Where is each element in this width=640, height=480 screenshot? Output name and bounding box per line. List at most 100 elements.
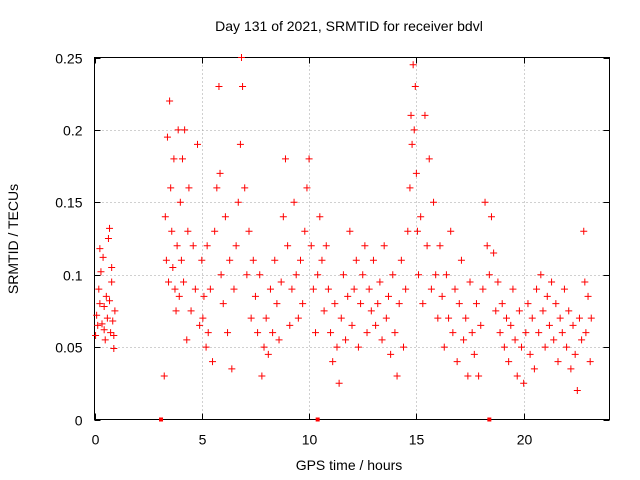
data-point <box>472 300 480 308</box>
data-point <box>279 213 287 221</box>
x-tick-label: 0 <box>92 432 100 448</box>
data-point <box>387 350 395 358</box>
data-point <box>434 314 442 322</box>
data-point <box>479 285 487 293</box>
data-point <box>423 242 431 250</box>
data-point <box>350 285 358 293</box>
data-point <box>492 307 500 315</box>
data-point <box>586 358 594 366</box>
data-point <box>314 271 322 279</box>
data-point <box>451 285 459 293</box>
data-point <box>571 350 579 358</box>
data-point <box>217 271 225 279</box>
data-point <box>496 329 504 337</box>
data-point <box>498 300 506 308</box>
data-point <box>100 303 108 311</box>
x-tick-label: 20 <box>517 432 533 448</box>
data-point <box>511 336 519 344</box>
data-point <box>103 314 111 322</box>
data-point <box>560 285 568 293</box>
data-point <box>329 358 337 366</box>
data-point <box>170 155 178 163</box>
data-point <box>391 329 399 337</box>
data-point <box>339 271 347 279</box>
data-point <box>470 350 478 358</box>
data-point <box>584 292 592 300</box>
data-point <box>297 256 304 264</box>
data-point <box>324 285 332 293</box>
data-point <box>264 350 272 358</box>
data-point <box>320 307 328 315</box>
data-point <box>363 329 371 337</box>
x-axis-label: GPS time / hours <box>296 457 403 473</box>
data-point <box>100 326 108 334</box>
data-point <box>541 343 549 351</box>
data-point <box>389 271 397 279</box>
data-point <box>181 126 189 134</box>
data-point <box>361 242 369 250</box>
data-point <box>256 271 264 279</box>
data-point <box>243 271 251 279</box>
data-point <box>275 336 283 344</box>
data-point <box>550 336 558 344</box>
data-point <box>365 285 373 293</box>
data-point <box>346 227 354 235</box>
data-point <box>344 292 352 300</box>
data-point <box>578 336 586 344</box>
data-point <box>407 111 415 119</box>
y-tick-label: 0.25 <box>55 51 82 67</box>
data-point <box>206 285 214 293</box>
data-point <box>168 227 176 235</box>
data-point <box>199 314 207 322</box>
data-point <box>204 329 212 337</box>
data-point <box>581 278 589 286</box>
data-point <box>165 278 173 286</box>
data-point <box>101 336 109 344</box>
data-point <box>251 292 259 300</box>
data-point <box>567 365 575 373</box>
data-point <box>226 256 234 264</box>
data-point <box>228 365 236 373</box>
data-point <box>462 314 470 322</box>
y-tick-label: 0.05 <box>55 340 82 356</box>
data-point <box>457 256 465 264</box>
data-point <box>109 317 117 325</box>
data-point <box>404 227 412 235</box>
data-point <box>173 242 181 250</box>
data-point <box>234 198 242 206</box>
data-point <box>110 345 118 353</box>
data-point <box>331 300 339 308</box>
data-point <box>582 329 590 337</box>
data-point <box>213 184 221 192</box>
data-point <box>194 140 201 148</box>
data-point <box>183 336 191 344</box>
data-point <box>427 285 435 293</box>
y-tick-label: 0.2 <box>63 123 83 139</box>
data-point <box>505 358 513 366</box>
data-point <box>196 321 204 329</box>
data-point <box>442 271 450 279</box>
data-point <box>395 300 403 308</box>
data-point <box>171 285 179 293</box>
data-point <box>92 332 100 340</box>
data-point <box>436 242 444 250</box>
data-point <box>216 169 224 177</box>
data-point <box>198 256 206 264</box>
data-point <box>421 111 429 119</box>
data-point <box>382 314 390 322</box>
data-point <box>526 350 534 358</box>
data-point <box>449 329 457 337</box>
baseline-markers <box>159 417 492 422</box>
data-point <box>417 213 425 221</box>
data-point <box>318 256 326 264</box>
data-point <box>487 213 495 221</box>
data-point <box>485 271 493 279</box>
data-point <box>191 285 199 293</box>
data-point <box>106 297 114 305</box>
data-point <box>160 372 168 380</box>
data-point <box>359 271 367 279</box>
data-point <box>163 133 171 141</box>
data-point <box>569 321 577 329</box>
data-point <box>111 307 119 315</box>
